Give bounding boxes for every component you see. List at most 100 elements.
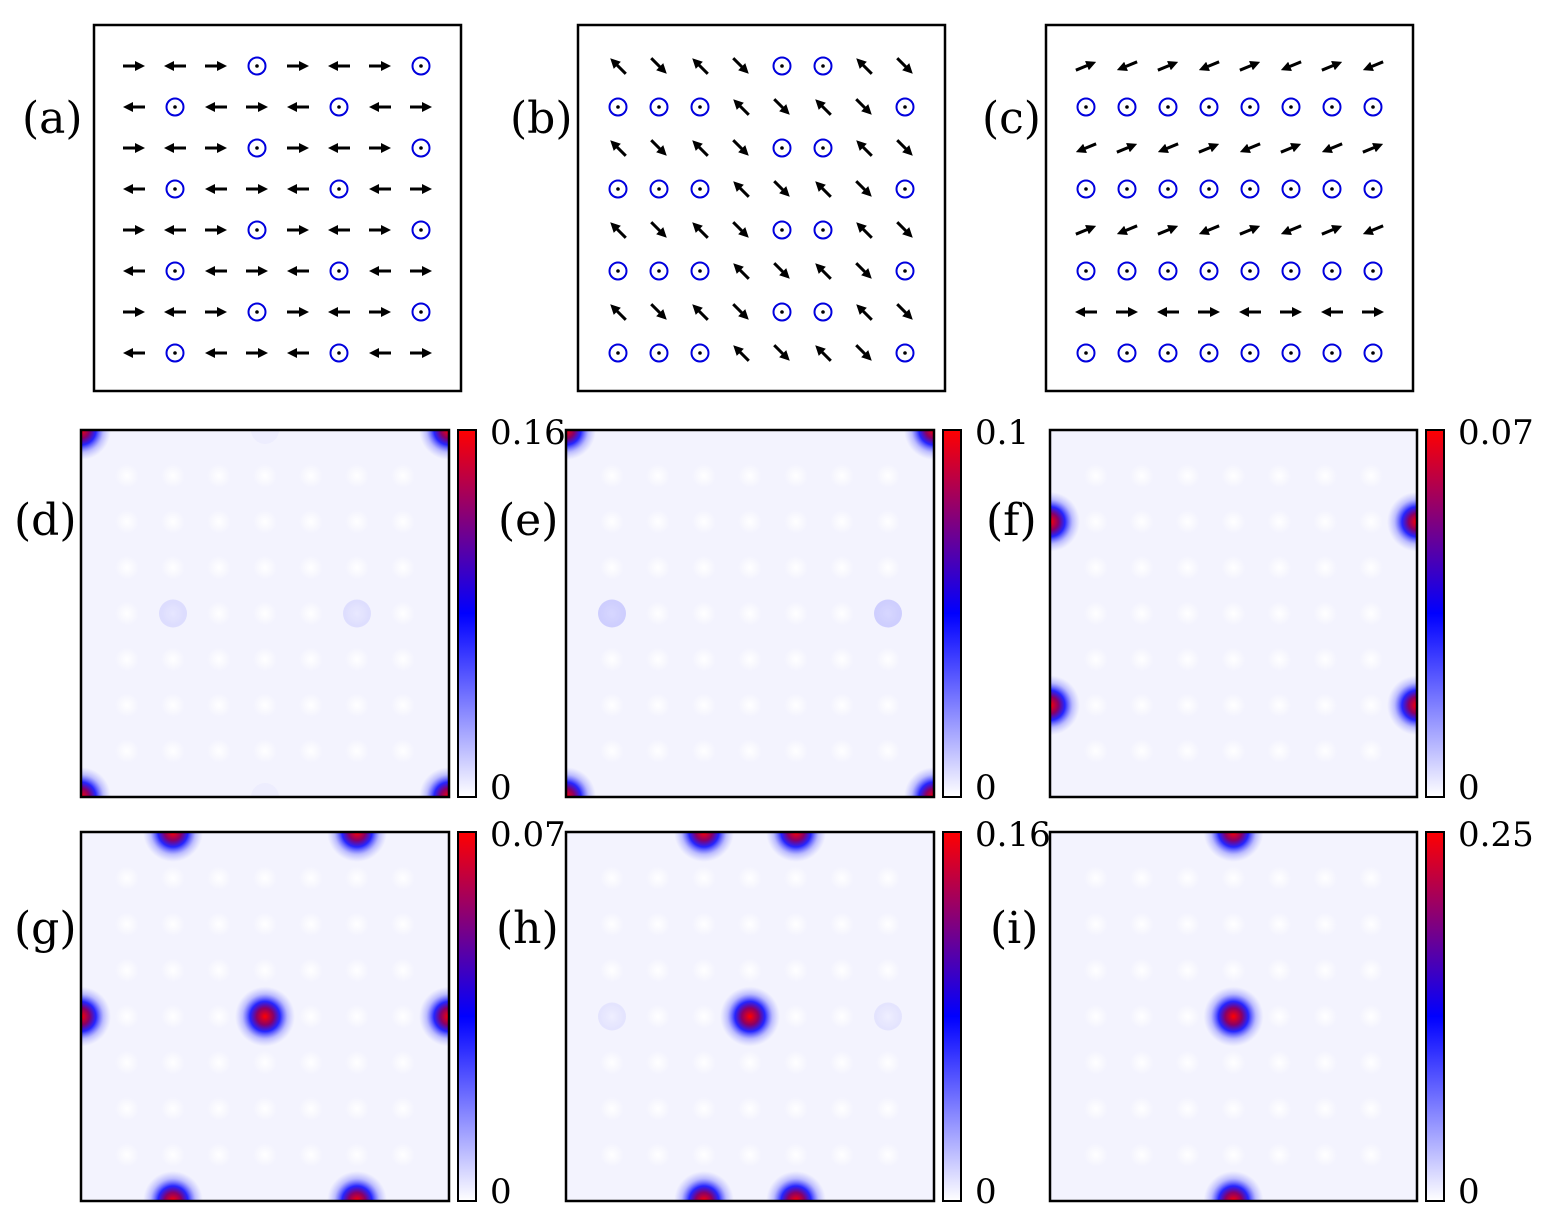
panel-label-e: (e)	[498, 495, 558, 546]
out-of-plane-spin	[247, 138, 267, 158]
density-peak	[343, 599, 371, 628]
density-peak	[1203, 1171, 1264, 1201]
density-minimum	[876, 509, 900, 534]
spin-arrow	[692, 304, 709, 321]
density-minimum	[692, 1142, 716, 1167]
density-minimum	[830, 1142, 854, 1167]
heatmap-panel: 0.10	[564, 413, 1029, 808]
density-minimum	[1267, 555, 1292, 580]
density-minimum	[391, 693, 415, 718]
density-minimum	[876, 463, 900, 488]
density-minimum	[1359, 1050, 1384, 1075]
spin-arrow	[733, 345, 750, 362]
out-of-plane-spin	[1158, 97, 1178, 117]
density-minimum	[345, 1004, 369, 1029]
colorbar-min-label: 0	[490, 1172, 512, 1212]
density-minimum	[1267, 601, 1292, 626]
density-minimum	[738, 1096, 762, 1121]
density-minimum	[391, 463, 415, 488]
colorbar-max-label: 0.25	[1458, 815, 1534, 855]
spin-arrow	[692, 58, 709, 75]
density-minimum	[299, 463, 323, 488]
density-peak	[419, 430, 449, 460]
density-minimum	[1313, 509, 1338, 534]
density-minimum	[207, 912, 231, 937]
density-minimum	[1267, 739, 1292, 764]
spin-arrow	[896, 303, 913, 320]
density-minimum	[1175, 1142, 1200, 1167]
spin-arrow	[856, 58, 873, 75]
heatmap-frame	[564, 428, 936, 799]
heatmap-panel: 0.07 0	[79, 815, 566, 1212]
density-minimum	[876, 647, 900, 672]
density-minimum	[391, 555, 415, 580]
colorbar: 0.16 0	[457, 413, 566, 808]
density-minimum	[692, 463, 716, 488]
density-minimum	[784, 693, 808, 718]
density-minimum	[391, 912, 415, 937]
spin-arrow	[1157, 61, 1179, 72]
density-minimum	[738, 555, 762, 580]
heatmap-panel: 0.07 0	[1048, 413, 1534, 808]
colorbar: 0.07 0	[1425, 413, 1534, 808]
density-minimum	[1221, 958, 1246, 983]
density-minimum	[1175, 601, 1200, 626]
out-of-plane-spin	[411, 302, 431, 322]
density-minimum	[1129, 509, 1154, 534]
density-minimum	[207, 866, 231, 891]
density-minimum	[299, 958, 323, 983]
density-minimum	[345, 601, 369, 626]
density-minimum	[345, 1142, 369, 1167]
out-of-plane-spin	[1363, 261, 1383, 281]
density-minimum	[115, 912, 139, 937]
density-minimum	[253, 958, 277, 983]
spin-arrow	[1239, 225, 1261, 236]
density-minimum	[692, 912, 716, 937]
density-minimum	[1267, 958, 1292, 983]
spin-arrow	[855, 344, 872, 361]
density-peak	[159, 599, 187, 628]
density-minimum	[161, 739, 185, 764]
density-minimum	[784, 739, 808, 764]
density-minimum	[115, 739, 139, 764]
density-minimum	[784, 1142, 808, 1167]
density-minimum	[1221, 555, 1246, 580]
density-minimum	[692, 693, 716, 718]
density-minimum	[1359, 739, 1384, 764]
density-minimum	[161, 509, 185, 534]
density-minimum	[345, 555, 369, 580]
panel-label-h: (h)	[496, 903, 559, 954]
out-of-plane-spin	[772, 220, 792, 240]
spin-arrow	[732, 139, 749, 156]
out-of-plane-spin	[690, 179, 710, 199]
density-minimum	[391, 601, 415, 626]
density-minimum	[1221, 1096, 1246, 1121]
density-minimum	[115, 1096, 139, 1121]
density-minimum	[1175, 1050, 1200, 1075]
colorbar-max-label: 0.16	[490, 413, 566, 453]
spin-arrow	[856, 304, 873, 321]
density-peak	[143, 832, 203, 862]
density-minimum	[784, 509, 808, 534]
density-minimum	[299, 1096, 323, 1121]
out-of-plane-spin	[1199, 343, 1219, 363]
out-of-plane-spin	[1322, 343, 1342, 363]
density-minimum	[1221, 647, 1246, 672]
density-minimum	[600, 1004, 624, 1029]
density-minimum	[784, 958, 808, 983]
density-peak	[598, 599, 626, 628]
density-minimum	[1221, 1050, 1246, 1075]
density-minimum	[115, 1142, 139, 1167]
density-minimum	[830, 647, 854, 672]
spin-arrow	[733, 99, 750, 116]
density-minimum	[115, 601, 139, 626]
spin-arrow	[733, 263, 750, 280]
spin-arrow	[610, 140, 627, 157]
density-minimum	[1313, 647, 1338, 672]
spin-arrow	[1198, 224, 1220, 235]
out-of-plane-spin	[1076, 97, 1096, 117]
spin-arrow	[1157, 142, 1179, 153]
density-minimum	[600, 647, 624, 672]
density-minimum	[115, 1050, 139, 1075]
